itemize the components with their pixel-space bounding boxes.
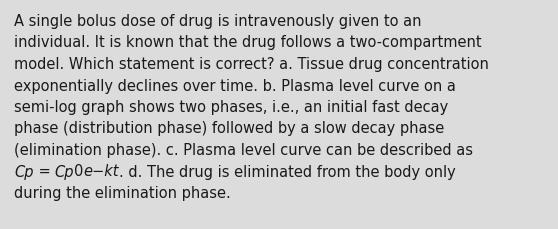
Text: . d. The drug is eliminated from the body only: . d. The drug is eliminated from the bod… (119, 164, 456, 179)
Text: during the elimination phase.: during the elimination phase. (14, 185, 231, 200)
Text: Cp: Cp (55, 164, 74, 179)
Text: Cp: Cp (14, 164, 33, 179)
Text: semi-log graph shows two phases, i.e., an initial fast decay: semi-log graph shows two phases, i.e., a… (14, 100, 448, 114)
Text: e−kt: e−kt (84, 164, 119, 179)
Text: model. Which statement is correct? a. Tissue drug concentration: model. Which statement is correct? a. Ti… (14, 57, 489, 72)
Text: exponentially declines over time. b. Plasma level curve on a: exponentially declines over time. b. Pla… (14, 78, 456, 93)
Text: =: = (33, 164, 55, 179)
Text: (elimination phase). c. Plasma level curve can be described as: (elimination phase). c. Plasma level cur… (14, 142, 473, 157)
Text: individual. It is known that the drug follows a two-compartment: individual. It is known that the drug fo… (14, 35, 482, 50)
Text: 0: 0 (74, 164, 84, 179)
Text: A single bolus dose of drug is intravenously given to an: A single bolus dose of drug is intraveno… (14, 14, 421, 29)
Text: phase (distribution phase) followed by a slow decay phase: phase (distribution phase) followed by a… (14, 121, 444, 136)
